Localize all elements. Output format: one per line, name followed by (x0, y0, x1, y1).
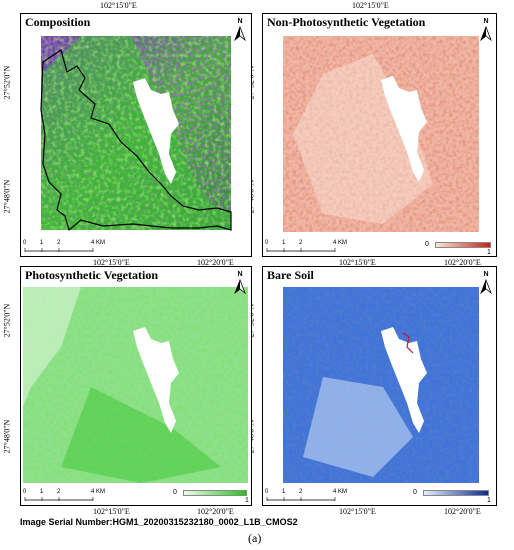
scale-bar-npv: 0 1 2 4 KM (265, 240, 348, 252)
scale-bar-composition: 0 1 2 4 KM (23, 240, 106, 252)
bare-soil-panel: Bare Soil N 0 1 2 4 KM 0 1 (262, 266, 497, 506)
npv-map (283, 36, 479, 232)
north-arrow-icon: N (233, 271, 247, 295)
composition-map (40, 36, 232, 232)
scale-bar-pv: 0 1 2 4 KM (23, 489, 106, 501)
colorbar-bare-soil (423, 490, 489, 496)
p4-bottom-lon-center: 102°15'0"E (339, 507, 376, 516)
p3-bottom-lon-center: 102°15'0"E (93, 507, 130, 516)
top-left-lon-label: 102°15'0"E (100, 1, 137, 10)
composition-panel: Composition N 0 1 2 4 KM (20, 13, 252, 257)
lat-label-p1-bottom: 27°48'0"N (2, 179, 12, 214)
lake-shape (133, 78, 179, 184)
bare-soil-map (283, 287, 479, 483)
lake-shape (381, 327, 427, 433)
top-right-lon-label: 102°15'0"E (352, 1, 389, 10)
npv-panel: Non-Photosynthetic Vegetation N 0 1 2 4 … (262, 13, 497, 257)
boundary-line (40, 49, 232, 232)
north-arrow-icon: N (233, 18, 247, 42)
p1-bottom-lon-center: 102°15'0"E (93, 258, 130, 267)
legend-pv: 0 1 (173, 489, 249, 504)
north-arrow-icon: N (479, 271, 493, 295)
panel-title-pv: Photosynthetic Vegetation (25, 268, 158, 282)
image-serial-number: Image Serial Number:HGM1_20200315232180_… (20, 517, 298, 527)
pv-panel: Photosynthetic Vegetation N 0 1 2 4 KM 0… (20, 266, 252, 506)
legend-npv: 0 1 (425, 241, 491, 256)
lake-shape (381, 76, 427, 182)
red-detail (402, 332, 414, 354)
panel-title-npv: Non-Photosynthetic Vegetation (267, 15, 426, 29)
p3-bottom-lon-right: 102°20'0"E (197, 507, 234, 516)
figure-caption: (a) (248, 531, 262, 545)
panel-title-composition: Composition (25, 15, 91, 29)
p1-bottom-lon-right: 102°20'0"E (197, 258, 234, 267)
pv-map (23, 287, 248, 483)
lake-shape (133, 327, 179, 433)
p2-bottom-lon-right: 102°20'0"E (444, 258, 481, 267)
colorbar-pv (183, 490, 247, 496)
p4-bottom-lon-right: 102°20'0"E (444, 507, 481, 516)
legend-bare-soil: 0 1 (413, 489, 491, 504)
lat-label-p1-top: 27°52'0"N (2, 65, 12, 100)
lat-label-p3-bottom: 27°48'0"N (2, 419, 12, 454)
colorbar-npv (435, 242, 491, 248)
north-arrow-icon: N (479, 18, 493, 42)
p2-bottom-lon-center: 102°15'0"E (339, 258, 376, 267)
panel-title-bare-soil: Bare Soil (267, 268, 314, 282)
scale-bar-bare-soil: 0 1 2 4 KM (265, 489, 348, 501)
lat-label-p3-top: 27°52'0"N (2, 303, 12, 338)
